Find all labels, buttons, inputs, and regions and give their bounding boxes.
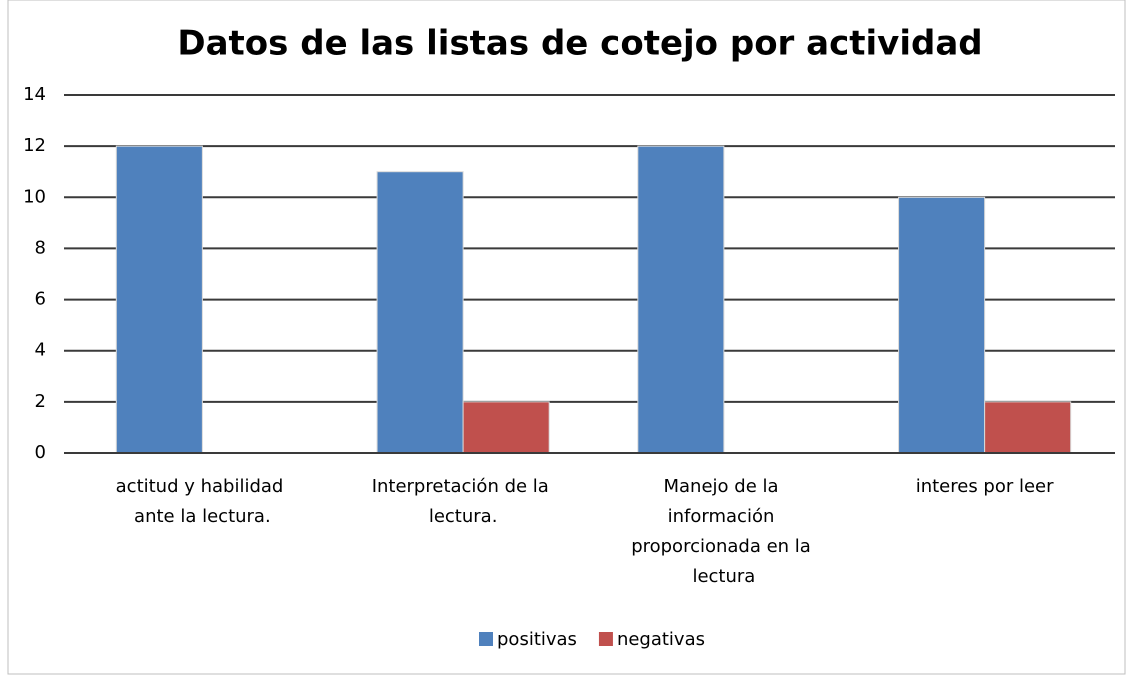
y-tick-label: 2 [35,391,46,412]
y-tick-label: 8 [35,237,46,258]
legend: positivas negativas [479,629,705,650]
x-tick-label: Manejo de la información proporcionada e… [631,476,816,587]
bar [898,196,986,454]
legend-label: negativas [617,629,705,650]
y-tick-label: 14 [23,84,46,105]
chart-title: Datos de las listas de cotejo por activi… [177,24,982,64]
bar [115,145,203,454]
y-tick-label: 0 [35,442,46,463]
y-tick-label: 4 [35,340,46,361]
bar [376,171,464,454]
y-tick-label: 12 [23,135,46,156]
legend-label: positivas [497,629,577,650]
x-tick-label: interes por leer [916,476,1054,497]
bar [637,145,725,454]
bar [462,401,550,454]
x-tick-label: Interpretación de la lectura. [372,476,555,527]
x-tick-label: actitud y habilidad ante la lectura. [116,476,289,527]
y-tick-label: 6 [35,289,46,310]
y-tick-label: 10 [23,186,46,207]
legend-swatch [598,632,613,646]
legend-swatch [479,632,493,646]
bar [984,401,1072,454]
